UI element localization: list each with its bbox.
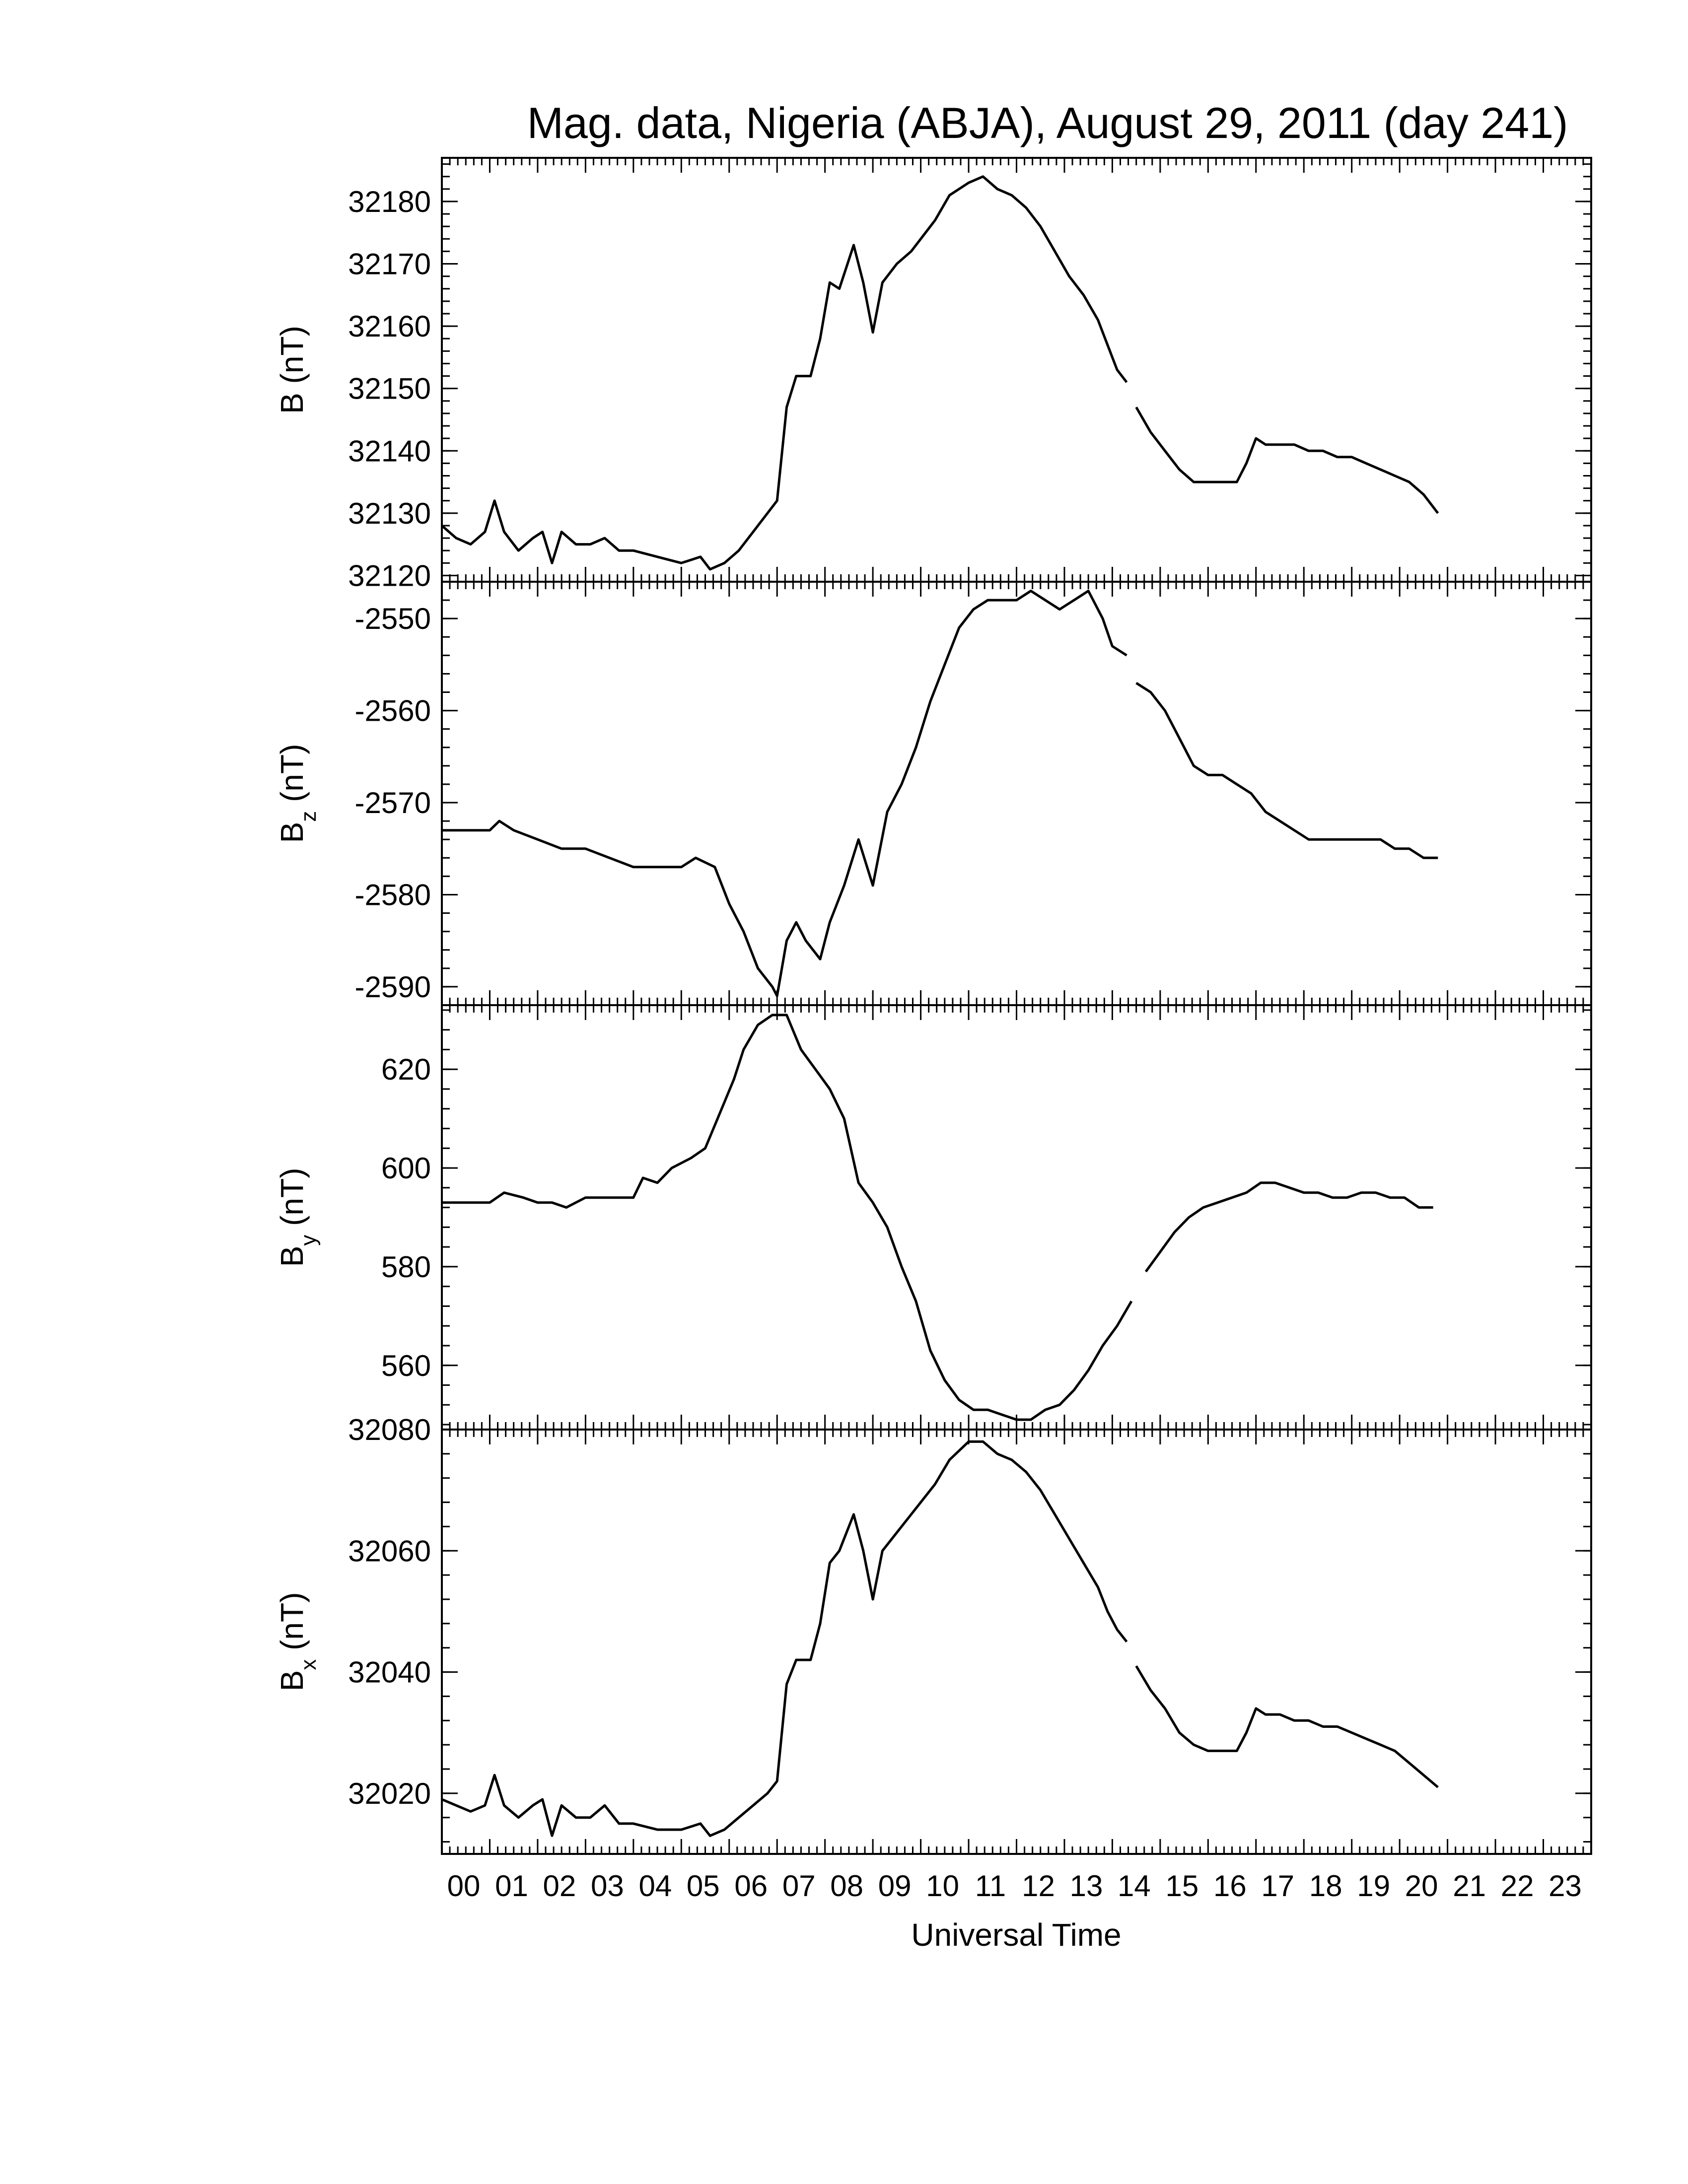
y-tick-label: 560 — [381, 1349, 431, 1382]
plot-frame — [441, 581, 1592, 1006]
plot-frame — [441, 1004, 1592, 1431]
x-tick-labels: 00 01 02 03 04 05 06 07 08 09 10 11 12 13 14 15 16 17 18 19… — [447, 1869, 1582, 1903]
x-tick-label: 20 — [1405, 1869, 1438, 1903]
y-tick-label: -2560 — [355, 694, 431, 728]
series-line-b-segment-2 — [1135, 407, 1439, 514]
x-tick-label: 05 — [687, 1869, 720, 1903]
x-tick-label: 08 — [830, 1869, 863, 1903]
panel-bz: -2590 -2580 -2570 -2560 -2550 Bz (nT) — [274, 581, 1592, 1006]
y-axis-label-main: B — [274, 822, 310, 843]
x-tick-label: 12 — [1022, 1869, 1055, 1903]
series-line-by-segment-1 — [442, 1014, 1133, 1421]
y-tick-label: -2550 — [355, 602, 431, 635]
y-tick-label: 620 — [381, 1053, 431, 1086]
x-tick-label: 18 — [1309, 1869, 1342, 1903]
y-axis-label-main: B — [274, 1670, 310, 1692]
plot-frame — [441, 1429, 1592, 1855]
panel-bx: 32020 32040 32060 32080 Bx (nT) — [274, 1413, 1592, 1855]
y-tick-label: 32040 — [348, 1656, 431, 1689]
x-tick-label: 16 — [1213, 1869, 1247, 1903]
x-tick-label: 01 — [495, 1869, 528, 1903]
y-axis-label-main: B (nT) — [274, 326, 310, 414]
x-tick-label: 10 — [926, 1869, 959, 1903]
y-axis-label-subscript: z — [296, 811, 321, 822]
y-axis-label-subscript: x — [296, 1659, 321, 1670]
y-axis-label: By (nT) — [274, 1168, 321, 1267]
y-axis-label: B (nT) — [274, 326, 310, 414]
y-axis-label-units: (nT) — [274, 744, 310, 811]
x-tick-label: 09 — [878, 1869, 912, 1903]
y-tick-label: -2570 — [355, 786, 431, 819]
x-tick-label: 19 — [1357, 1869, 1390, 1903]
y-tick-label: 32020 — [348, 1777, 431, 1810]
x-tick-label: 17 — [1261, 1869, 1294, 1903]
y-tick-label: 32140 — [348, 434, 431, 468]
y-axis-label-units: (nT) — [274, 1168, 310, 1235]
y-tick-label: 32180 — [348, 185, 431, 218]
y-tick-label: 32130 — [348, 497, 431, 530]
y-axis-label: Bx (nT) — [274, 1592, 321, 1692]
x-tick-label: 02 — [543, 1869, 576, 1903]
x-tick-label: 00 — [447, 1869, 481, 1903]
panel-by: 560 580 600 620 By (nT) — [274, 1004, 1592, 1431]
y-tick-label: 32120 — [348, 559, 431, 592]
series-line-bz-segment-2 — [1135, 682, 1438, 859]
x-tick-label: 13 — [1070, 1869, 1103, 1903]
x-tick-label: 14 — [1118, 1869, 1151, 1903]
x-tick-label: 15 — [1166, 1869, 1199, 1903]
y-tick-label: 600 — [381, 1152, 431, 1185]
y-tick-label: 32170 — [348, 248, 431, 281]
y-tick-label: 32160 — [348, 310, 431, 343]
y-tick-label: 32080 — [348, 1413, 431, 1446]
x-tick-label: 22 — [1501, 1869, 1534, 1903]
y-tick-label: -2590 — [355, 970, 431, 1004]
series-line-bz-segment-1 — [442, 590, 1127, 997]
y-tick-label: -2580 — [355, 878, 431, 911]
x-tick-label: 03 — [591, 1869, 624, 1903]
panels-group: 32120 32130 32140 32150 32160 32170 32180 B (nT… — [274, 157, 1592, 1855]
y-axis-label: Bz (nT) — [274, 744, 321, 843]
y-tick-label: 32060 — [348, 1534, 431, 1568]
series-line-by-segment-2 — [1144, 1181, 1433, 1273]
panel-b: 32120 32130 32140 32150 32160 32170 32180 B (nT… — [274, 157, 1592, 592]
y-axis-label-units: (nT) — [274, 1592, 310, 1659]
series-line-bx-segment-2 — [1135, 1665, 1439, 1788]
x-tick-label: 04 — [638, 1869, 672, 1903]
x-tick-label: 11 — [975, 1869, 1006, 1903]
y-tick-label: 32150 — [348, 372, 431, 406]
series-line-bx-segment-1 — [441, 1440, 1128, 1837]
plot-frame — [441, 157, 1592, 583]
figure-title: Mag. data, Nigeria (ABJA), August 29, 20… — [527, 98, 1568, 147]
x-tick-label: 21 — [1453, 1869, 1486, 1903]
x-tick-label: 23 — [1548, 1869, 1582, 1903]
x-tick-label: 07 — [782, 1869, 816, 1903]
x-tick-label: 06 — [734, 1869, 768, 1903]
y-axis-label-subscript: y — [296, 1235, 321, 1246]
y-axis-label-main: B — [274, 1246, 310, 1267]
x-axis-label: Universal Time — [911, 1917, 1121, 1953]
series-line-b-segment-1 — [441, 175, 1128, 571]
y-tick-label: 580 — [381, 1250, 431, 1284]
